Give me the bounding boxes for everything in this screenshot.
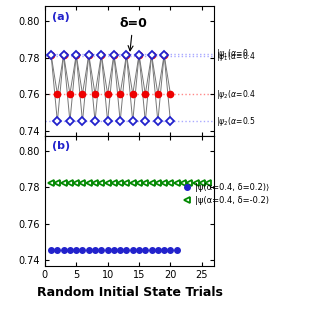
Text: (a): (a): [52, 12, 69, 21]
Text: $|\psi_2(\alpha\!=\!0.5$: $|\psi_2(\alpha\!=\!0.5$: [216, 115, 256, 128]
X-axis label: Random Initial State Trials: Random Initial State Trials: [37, 286, 222, 299]
Text: $|\psi_2(\alpha\!=\!0.4$: $|\psi_2(\alpha\!=\!0.4$: [216, 87, 256, 100]
Text: $|\psi_1(\alpha\!=\!0.$: $|\psi_1(\alpha\!=\!0.$: [216, 47, 251, 60]
Legend: |ψ(α=0.4, δ=0.2)⟩, |ψ(α=0.4, δ=-0.2): |ψ(α=0.4, δ=0.2)⟩, |ψ(α=0.4, δ=-0.2): [183, 183, 269, 205]
Text: $|\psi_1(\alpha\!=\!0.4$: $|\psi_1(\alpha\!=\!0.4$: [216, 50, 256, 62]
Text: (b): (b): [52, 141, 70, 151]
Text: δ=0: δ=0: [119, 17, 147, 51]
